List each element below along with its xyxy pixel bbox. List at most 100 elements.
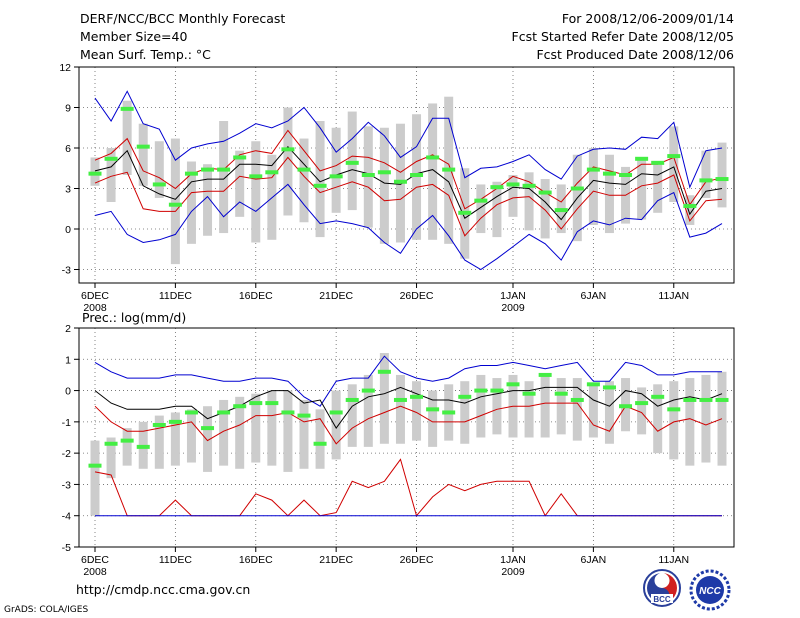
ensemble-box <box>653 161 663 213</box>
ensemble-box <box>122 100 132 175</box>
median-marker <box>667 407 681 412</box>
ensemble-box <box>379 353 389 444</box>
median-marker <box>88 463 102 468</box>
header-left-3: Mean Surf. Temp.: °C <box>80 47 211 62</box>
median-marker <box>699 178 713 183</box>
median-marker <box>538 190 552 195</box>
series-line-max <box>94 90 723 189</box>
y-tick-label: -4 <box>62 511 71 523</box>
median-marker <box>136 444 150 449</box>
median-marker <box>410 173 424 177</box>
plot-frame <box>78 66 735 284</box>
median-marker <box>667 154 681 159</box>
x-tick-label: 11DEC <box>159 290 192 302</box>
median-marker <box>88 171 102 176</box>
ensemble-box <box>235 396 245 469</box>
ensemble-box <box>138 123 148 186</box>
ensemble-box <box>154 141 164 198</box>
ensemble-box <box>685 378 695 466</box>
bcc-logo: BCC <box>643 569 681 607</box>
x-tick-year-label: 2009 <box>501 302 525 314</box>
ensemble-box <box>508 175 518 217</box>
median-marker <box>522 183 536 188</box>
median-marker <box>233 155 247 160</box>
median-marker <box>345 397 359 402</box>
median-marker <box>168 202 182 207</box>
ensemble-box <box>203 164 213 236</box>
ensemble-box <box>476 184 486 234</box>
median-marker <box>217 167 231 172</box>
ensemble-box <box>701 150 711 198</box>
ensemble-box <box>299 138 309 223</box>
ensemble-box <box>460 381 470 444</box>
median-marker <box>201 426 215 431</box>
ensemble-box <box>604 381 614 444</box>
x-tick-year-label: 2008 <box>83 302 107 314</box>
median-marker <box>393 397 407 402</box>
ensemble-box <box>90 157 100 186</box>
median-marker <box>522 391 536 396</box>
ensemble-box <box>524 172 534 231</box>
median-marker <box>152 422 166 427</box>
grads-credit: GrADS: COLA/IGES <box>4 605 89 615</box>
ensemble-box <box>637 387 647 435</box>
ensemble-box <box>492 181 502 238</box>
median-marker <box>474 388 488 393</box>
median-marker <box>699 397 713 402</box>
x-tick-label: 6JAN <box>581 554 607 566</box>
median-marker <box>715 177 729 182</box>
x-tick-label: 21DEC <box>319 290 353 302</box>
median-marker <box>410 394 424 399</box>
ensemble-box <box>331 390 341 460</box>
panel-title: Prec.: log(mm/d) <box>82 310 186 325</box>
median-marker <box>602 171 616 176</box>
ensemble-box <box>717 142 727 208</box>
ensemble-box <box>588 148 598 225</box>
median-marker <box>635 156 649 161</box>
median-marker <box>506 382 520 387</box>
y-tick-label: 0 <box>65 224 71 236</box>
median-marker <box>683 204 697 209</box>
ensemble-box <box>428 390 438 447</box>
y-tick-label: 0 <box>65 386 71 398</box>
header-left-1: DERF/NCC/BCC Monthly Forecast <box>80 11 286 26</box>
ensemble-box <box>363 374 373 447</box>
series-line-upper <box>94 129 723 210</box>
x-tick-label: 6DEC <box>81 290 109 302</box>
source-url[interactable]: http://cmdp.ncc.cma.gov.cn <box>76 582 251 597</box>
y-tick-label: -5 <box>62 542 71 554</box>
median-marker <box>184 410 198 415</box>
header-left-2: Member Size=40 <box>80 29 188 44</box>
series-line-max <box>94 355 722 407</box>
median-marker <box>651 394 665 399</box>
ensemble-box <box>412 381 422 441</box>
x-tick-label: 1JAN <box>500 290 526 302</box>
median-marker <box>168 419 182 424</box>
header-right-1: For 2008/12/06-2009/01/14 <box>561 11 734 26</box>
y-tick-label: -3 <box>62 265 71 277</box>
median-marker <box>635 401 649 406</box>
series-line-min <box>94 183 723 271</box>
ensemble-box <box>524 381 534 438</box>
median-marker <box>313 183 327 188</box>
ensemble-box <box>685 195 695 225</box>
median-marker <box>442 410 456 415</box>
x-tick-label: 16DEC <box>239 290 273 302</box>
median-marker <box>313 441 327 446</box>
x-tick-label: 21DEC <box>319 554 353 566</box>
median-marker <box>474 198 488 203</box>
median-marker <box>104 441 118 446</box>
median-marker <box>426 155 440 160</box>
median-marker <box>506 182 520 187</box>
ensemble-box <box>428 103 438 240</box>
median-marker <box>393 179 407 184</box>
ensemble-box <box>347 111 357 211</box>
median-marker <box>329 174 343 179</box>
y-tick-label: -3 <box>62 479 71 491</box>
median-marker <box>281 410 295 415</box>
ensemble-box <box>604 154 614 234</box>
median-marker <box>265 170 279 175</box>
median-marker <box>377 369 391 374</box>
median-marker <box>120 438 134 443</box>
